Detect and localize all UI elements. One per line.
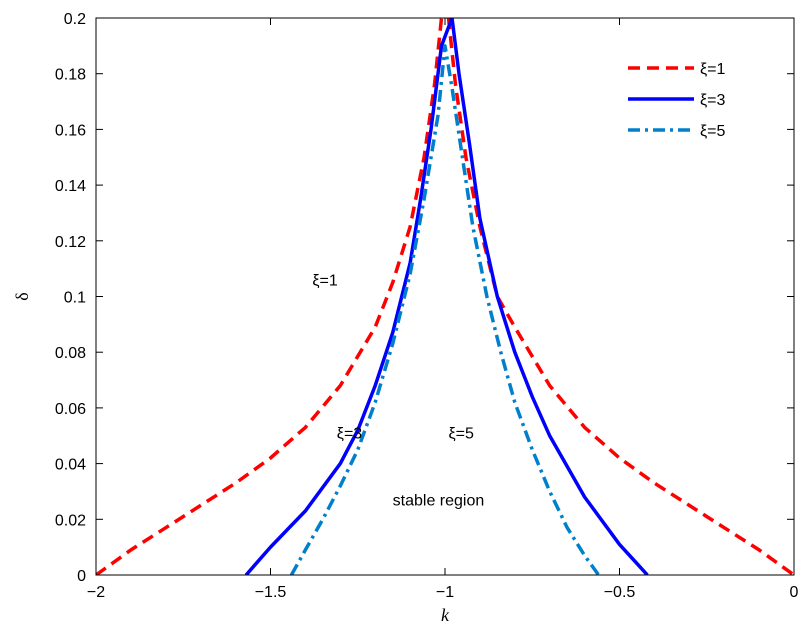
x-tick-label: −1 [436,584,454,601]
series-layer [96,18,794,575]
x-tick-label: −0.5 [604,584,636,601]
y-tick-label: 0.12 [55,234,86,251]
y-tick-label: 0.02 [55,512,86,529]
annotation-label: stable region [393,492,485,509]
y-tick-label: 0.16 [55,122,86,139]
annotation-label: ξ=5 [448,426,474,443]
y-tick-label: 0.04 [55,457,86,474]
annotation-label: ξ=3 [337,426,363,443]
axes-layer: −2 −1.5 −1 −0.5 0 0 0.02 0.04 0.06 0.08 0.1 0.12 0.1… [12,11,799,625]
x-tick-label: 0 [790,584,799,601]
series-line-2 [244,18,649,575]
legend-label-1: ξ=1 [700,61,726,78]
y-tick-label: 0.08 [55,345,86,362]
y-tick-label: 0.06 [55,401,86,418]
x-tick-label: −1.5 [255,584,287,601]
y-tick-label: 0.2 [64,11,86,28]
y-tick-label: 0.18 [55,67,86,84]
annotation-label: ξ=1 [312,272,338,289]
annotations-layer: ξ=1 ξ=3 ξ=5 stable region [312,272,484,509]
series-line-3 [289,44,601,575]
legend-label-3: ξ=5 [700,123,726,140]
y-tick-label: 0 [77,568,86,585]
y-axis-label: δ [12,292,32,300]
x-tick-label: −2 [87,584,105,601]
y-tick-label: 0.14 [55,178,86,195]
y-tick-label: 0.1 [64,290,86,307]
x-axis-label: k [441,605,450,625]
legend-label-2: ξ=3 [700,92,726,109]
legend: ξ=1 ξ=3 ξ=5 [628,61,726,140]
